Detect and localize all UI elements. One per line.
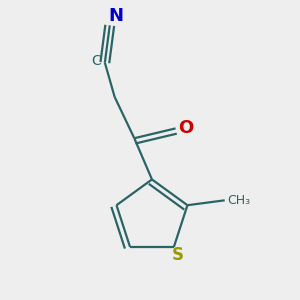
Text: S: S: [172, 246, 184, 264]
Text: CH₃: CH₃: [228, 194, 251, 207]
Text: O: O: [178, 119, 193, 137]
Text: C: C: [91, 54, 101, 68]
Text: N: N: [108, 7, 123, 25]
